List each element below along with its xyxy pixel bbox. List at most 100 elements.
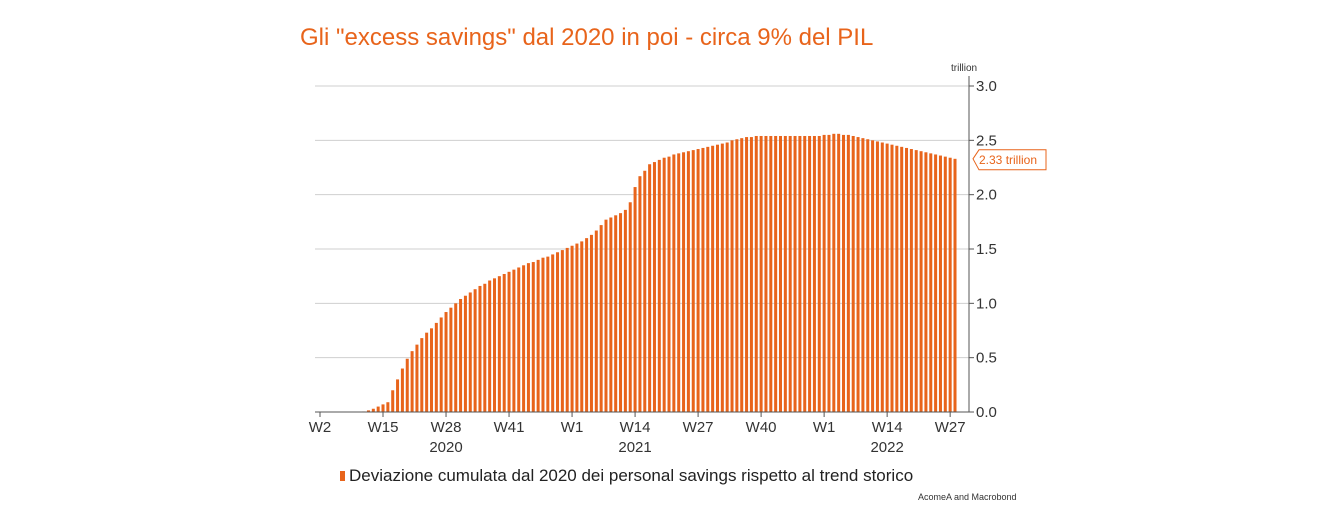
x-tick-label: W14: [620, 419, 651, 436]
bar: [526, 263, 530, 412]
bar: [725, 142, 729, 412]
bar: [662, 157, 666, 412]
bar: [541, 257, 545, 412]
x-tick-label: W1: [561, 419, 584, 436]
bar: [919, 151, 923, 412]
bar: [895, 145, 899, 412]
bar: [497, 276, 501, 412]
bar: [478, 285, 482, 412]
bar: [677, 153, 681, 412]
bar: [493, 278, 497, 412]
bar: [420, 338, 424, 412]
last-value-label: 2.33 trillion: [979, 153, 1037, 167]
last-value-callout: 2.33 trillion: [972, 149, 1047, 171]
bar: [599, 225, 603, 412]
bar: [628, 202, 632, 412]
y-tick-label: 2.5: [976, 132, 997, 149]
bar: [948, 157, 952, 412]
x-tick-label: W40: [746, 419, 777, 436]
x-tick-label: W41: [494, 419, 525, 436]
bar: [827, 134, 831, 412]
bar: [619, 213, 623, 412]
bar: [745, 137, 749, 412]
bar: [459, 298, 463, 412]
bar: [531, 262, 535, 412]
bar: [546, 256, 550, 412]
y-tick-label: 3.0: [976, 78, 997, 95]
bar: [686, 151, 690, 412]
bar: [682, 152, 686, 413]
bar: [589, 234, 593, 412]
y-axis-unit-label: trillion: [951, 63, 977, 74]
bar: [715, 144, 719, 412]
bar: [463, 295, 467, 412]
bar: [449, 307, 453, 412]
bar: [633, 187, 637, 412]
bar: [832, 133, 836, 412]
bar: [391, 390, 395, 412]
bar: [376, 406, 380, 412]
bar: [900, 146, 904, 412]
x-tick-label: W2: [309, 419, 332, 436]
bar: [856, 137, 860, 412]
bar: [875, 141, 879, 413]
bar: [808, 135, 812, 413]
bar: [720, 143, 724, 412]
bar: [754, 135, 758, 413]
bar: [652, 162, 656, 412]
bar: [914, 150, 918, 413]
bar: [929, 153, 933, 412]
bar: [366, 410, 370, 412]
bar: [565, 247, 569, 412]
bar: [764, 135, 768, 413]
bar: [842, 134, 846, 412]
bar: [769, 135, 773, 413]
bar: [468, 292, 472, 412]
bar: [473, 289, 477, 412]
bar: [502, 273, 506, 412]
bar: [488, 280, 492, 412]
bar: [667, 156, 671, 412]
source-note: AcomeA and Macrobond: [918, 492, 1017, 502]
bar: [735, 139, 739, 412]
bar: [483, 283, 487, 412]
bar: [938, 155, 942, 413]
bar: [570, 245, 574, 412]
bar: [803, 135, 807, 413]
bar: [405, 358, 409, 412]
bar: [386, 402, 390, 412]
bar: [934, 154, 938, 412]
x-year-label: 2022: [870, 439, 903, 456]
bar: [623, 209, 627, 412]
bar: [822, 134, 826, 412]
bar: [536, 259, 540, 412]
x-tick-label: W15: [368, 419, 399, 436]
bar: [410, 351, 414, 412]
y-tick-label: 2.0: [976, 187, 997, 204]
bar: [909, 149, 913, 412]
bar: [817, 135, 821, 413]
y-tick-label: 0.0: [976, 404, 997, 421]
bar: [425, 332, 429, 412]
bar: [793, 135, 797, 413]
bar: [439, 317, 443, 412]
bar: [381, 404, 385, 412]
bar: [517, 267, 521, 412]
bar: [851, 135, 855, 413]
bar: [614, 215, 618, 412]
bar: [861, 138, 865, 412]
bar: [560, 250, 564, 412]
bar: [429, 328, 433, 412]
bar: [512, 269, 516, 412]
bar: [580, 241, 584, 412]
bar-series: [357, 133, 957, 413]
bar: [812, 135, 816, 413]
axes: 3.0 2.5 2.0 1.5 1.0 0.5 0.0 W2 W15 W28 W41 W1 W14 W27…: [309, 76, 997, 456]
bar: [400, 368, 404, 412]
bar: [711, 145, 715, 412]
x-year-label: 2020: [429, 439, 462, 456]
bar: [774, 135, 778, 413]
bar: [778, 135, 782, 413]
bar: [585, 238, 589, 412]
